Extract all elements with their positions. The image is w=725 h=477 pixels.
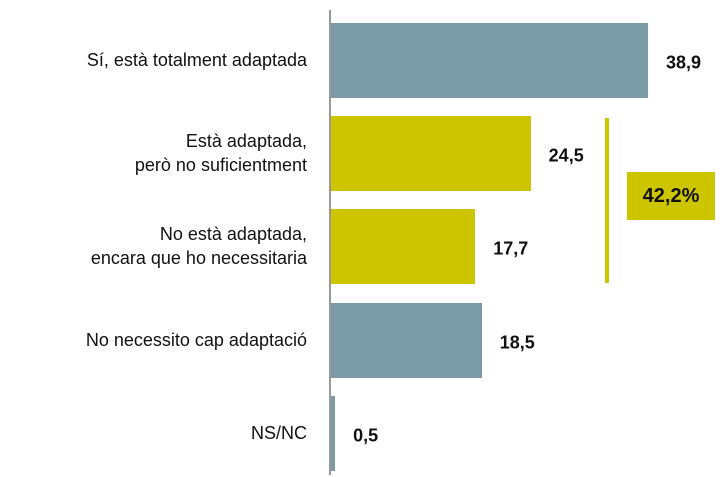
axis-line [329,10,331,475]
category-label: No necessito cap adaptació [85,330,307,350]
bar [331,302,482,378]
bar [331,115,531,191]
category-label: No està adaptada, encara que ho necessit… [90,224,307,268]
category-label: NS/NC [250,423,307,443]
category-label: Sí, està totalment adaptada [86,50,307,70]
bar [331,395,336,471]
value-label: 18,5 [499,332,535,353]
category-label: Està adaptada, però no suficientment [134,131,307,175]
value-label: 17,7 [493,238,529,259]
bar [331,22,649,98]
value-label: 24,5 [548,145,584,166]
value-label: 38,9 [666,52,702,73]
bracket [605,118,609,283]
annotation: 42,2% [627,172,715,220]
bar [331,208,476,284]
value-label: 0,5 [353,425,379,446]
